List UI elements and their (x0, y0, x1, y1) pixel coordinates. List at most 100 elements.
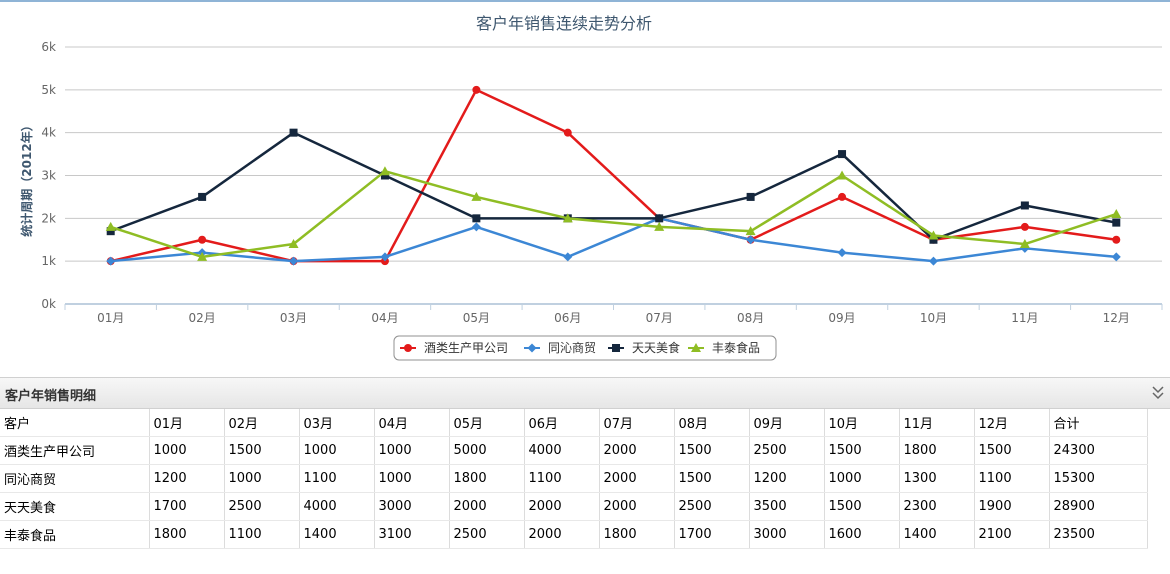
table-cell: 24300 (1049, 436, 1148, 465)
legend-label: 同沁商贸 (548, 340, 596, 355)
column-header: 05月 (449, 409, 525, 437)
data-point (198, 192, 207, 201)
y-tick-label: 4k (41, 126, 56, 140)
column-header: 12月 (974, 409, 1050, 437)
table-cell: 1500 (674, 436, 750, 465)
data-point (471, 191, 482, 201)
x-tick-label: 07月 (646, 311, 673, 325)
table-cell: 1000 (299, 436, 375, 465)
x-tick-label: 04月 (371, 311, 398, 325)
table-cell: 2000 (599, 436, 675, 465)
table-cell: 1400 (899, 520, 975, 549)
data-point (1020, 222, 1029, 231)
data-point (106, 256, 116, 266)
table-cell: 1800 (899, 436, 975, 465)
series-line (110, 131, 1117, 241)
data-point (746, 192, 755, 201)
table-cell: 2500 (449, 520, 525, 549)
column-header: 合计 (1049, 409, 1148, 437)
table-row: 丰泰食品 1800 1100 1400 3100 2500 2000 1800 1700 3000… (0, 520, 1148, 549)
y-tick-label: 3k (41, 169, 56, 183)
column-header: 06月 (524, 409, 600, 437)
legend-label: 酒类生产甲公司 (424, 341, 508, 355)
column-header: 10月 (824, 409, 900, 437)
table-cell: 1900 (974, 492, 1050, 521)
table-cell: 1100 (524, 464, 600, 493)
table-cell: 酒类生产甲公司 (0, 436, 150, 465)
legend-label: 天天美食 (632, 340, 680, 355)
legend-marker (612, 344, 620, 352)
table-cell: 2500 (749, 436, 825, 465)
table-cell: 1600 (824, 520, 900, 549)
y-tick-label: 6k (41, 40, 56, 54)
table-cell: 4000 (524, 436, 600, 465)
table-cell: 1000 (374, 436, 450, 465)
y-tick-label: 1k (41, 254, 56, 268)
data-point (563, 252, 573, 262)
table-cell: 1000 (224, 464, 300, 493)
column-header: 客户 (0, 409, 150, 437)
table-cell: 1800 (449, 464, 525, 493)
y-tick-label: 2k (41, 211, 56, 225)
data-point (289, 256, 299, 266)
table-cell: 1000 (374, 464, 450, 493)
data-point (1112, 218, 1121, 227)
column-header: 02月 (224, 409, 300, 437)
chart-title: 客户年销售连续走势分析 (476, 14, 652, 33)
column-header: 03月 (299, 409, 375, 437)
column-header: 07月 (599, 409, 675, 437)
table-row: 酒类生产甲公司 1000 1500 1000 1000 5000 4000 2000 1500 2… (0, 436, 1148, 465)
data-point (655, 214, 664, 223)
data-point (380, 171, 389, 180)
series-2 (106, 213, 1121, 266)
table-cell: 1400 (299, 520, 375, 549)
legend-marker (527, 343, 537, 353)
table-cell: 3100 (374, 520, 450, 549)
table-cell: 1100 (224, 520, 300, 549)
data-point (928, 256, 938, 266)
table-cell: 1800 (149, 520, 225, 549)
table-cell: 2000 (599, 464, 675, 493)
data-point (379, 166, 390, 176)
double-chevron-down-icon[interactable] (1150, 383, 1166, 401)
x-tick-label: 11月 (1011, 311, 1038, 325)
x-tick-label: 02月 (188, 311, 215, 325)
table-cell: 23500 (1049, 520, 1148, 549)
column-header: 11月 (899, 409, 975, 437)
series-line (110, 217, 1117, 263)
data-point (563, 128, 572, 137)
table-cell: 1500 (224, 436, 300, 465)
table-cell: 3500 (749, 492, 825, 521)
legend-item: 天天美食 (608, 340, 680, 355)
data-point (562, 213, 573, 223)
table-cell: 同沁商贸 (0, 464, 150, 493)
column-header: 08月 (674, 409, 750, 437)
panel-title: 客户年销售明细 (5, 389, 97, 404)
top-border (0, 0, 1170, 2)
data-point (837, 170, 848, 180)
legend-box (393, 335, 777, 361)
x-tick-label: 08月 (737, 311, 764, 325)
x-tick-label: 06月 (554, 311, 581, 325)
legend-item: 酒类生产甲公司 (400, 341, 508, 355)
table-cell: 1800 (599, 520, 675, 549)
column-header: 04月 (374, 409, 450, 437)
column-header: 09月 (749, 409, 825, 437)
table-cell: 1500 (824, 436, 900, 465)
panel-header: 客户年销售明细 (0, 377, 1170, 409)
legend-marker (404, 344, 412, 352)
legend-item: 同沁商贸 (524, 340, 596, 355)
y-axis-label: 统计周期（2012年） (19, 119, 34, 236)
data-point (1112, 235, 1121, 244)
data-point (198, 235, 207, 244)
data-point (471, 222, 481, 232)
x-tick-label: 09月 (828, 311, 855, 325)
table-row: 天天美食 1700 2500 4000 3000 2000 2000 2000 2500 3500… (0, 492, 1148, 521)
data-point (472, 85, 481, 94)
line-chart: 客户年销售连续走势分析 统计周期（2012年） 0k 1k 2k 3k 4k 5k 6k 01… (19, 14, 1163, 361)
sales-detail-panel: 客户年销售明细 客户 01月 02月 03月 04月 05月 06月 07月 08月 09月 10月… (0, 377, 1170, 574)
legend-item: 丰泰食品 (688, 340, 760, 355)
legend-marker (691, 343, 701, 352)
x-tick-label: 05月 (463, 311, 490, 325)
table-cell: 2300 (899, 492, 975, 521)
